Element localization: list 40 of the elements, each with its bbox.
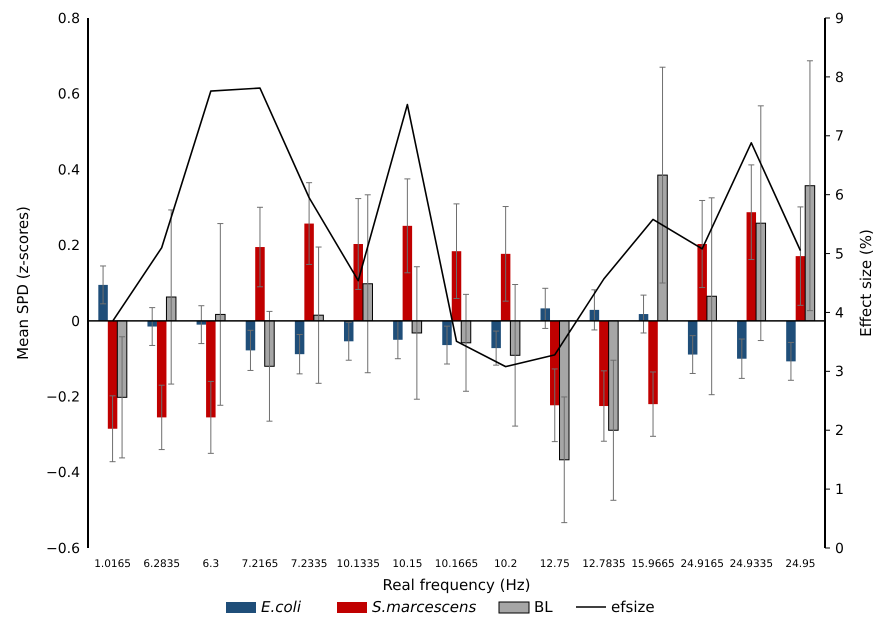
y-tick-label: −0.2 <box>46 389 80 406</box>
x-tick-label: 7.2335 <box>290 558 328 570</box>
y2-tick-label: 2 <box>835 423 844 440</box>
x-tick-label: 24.95 <box>785 558 816 570</box>
legend-label: E.coli <box>261 598 302 616</box>
y2-tick-label: 9 <box>835 10 844 27</box>
x-tick-label: 12.75 <box>540 558 570 570</box>
y2-tick-label: 7 <box>835 128 844 145</box>
y-tick-label: 0.2 <box>58 238 80 254</box>
y2-tick-label: 6 <box>835 188 844 204</box>
legend-label: efsize <box>611 598 655 616</box>
y2-tick-label: 3 <box>835 364 844 380</box>
x-tick-label: 6.2835 <box>143 558 180 570</box>
y-axis-title: Mean SPD (z-scores) <box>14 206 32 360</box>
y-tick-label: 0 <box>71 314 80 330</box>
legend-label: S.marcescens <box>372 598 477 616</box>
y2-tick-label: 0 <box>835 540 844 557</box>
y2-tick-label: 8 <box>835 70 844 86</box>
y-tick-label: 0.6 <box>58 86 80 103</box>
y2-axis-title: Effect size (%) <box>857 229 875 337</box>
x-tick-label: 10.1665 <box>434 558 478 570</box>
y2-tick-label: 4 <box>835 305 844 322</box>
y2-tick-label: 5 <box>835 246 844 262</box>
y-tick-label: −0.6 <box>46 540 80 557</box>
x-tick-label: 6.3 <box>202 558 220 570</box>
x-tick-label: 10.2 <box>494 558 518 570</box>
x-tick-label: 10.1335 <box>336 558 380 570</box>
x-tick-label: 7.2165 <box>242 558 278 570</box>
y2-tick-label: 1 <box>835 482 844 498</box>
x-tick-label: 24.9335 <box>730 558 774 570</box>
x-tick-label: 1.0165 <box>94 558 131 570</box>
x-tick-label: 15.9665 <box>631 558 675 570</box>
y-tick-label: 0.8 <box>58 10 80 27</box>
x-axis-title: Real frequency (Hz) <box>382 576 530 594</box>
x-tick-label: 12.7835 <box>582 558 626 570</box>
x-tick-label: 10.15 <box>392 558 422 570</box>
y-tick-label: −0.4 <box>46 465 80 482</box>
y-tick-label: 0.4 <box>58 162 80 178</box>
x-tick-label: 24.9165 <box>680 558 724 570</box>
legend-label: BL <box>534 598 554 616</box>
